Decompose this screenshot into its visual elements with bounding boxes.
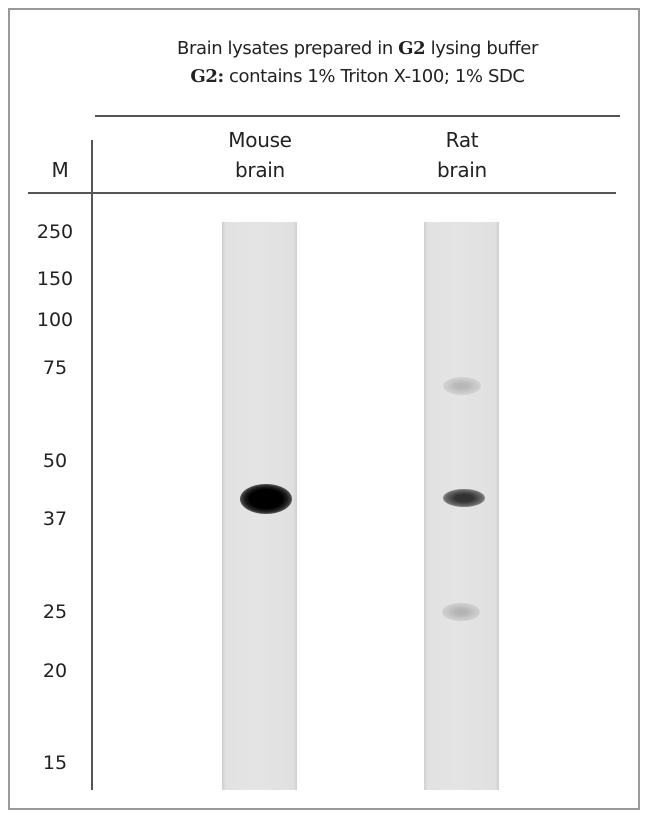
- marker-label: 15: [42, 752, 68, 774]
- band-mouse-42kda: [240, 484, 292, 514]
- band-rat-68kda: [443, 377, 481, 395]
- marker-label: 150: [36, 268, 74, 290]
- title-divider: [95, 115, 620, 117]
- marker-label: 100: [36, 309, 74, 331]
- lane-label-mouse: Mouse brain: [228, 128, 292, 182]
- marker-label: 20: [42, 660, 68, 682]
- marker-label: 75: [42, 357, 68, 379]
- marker-label: 25: [42, 601, 68, 623]
- band-rat-42kda: [443, 489, 485, 507]
- marker-label: 37: [42, 508, 68, 530]
- marker-label: 250: [36, 221, 74, 243]
- marker-label: 50: [42, 450, 68, 472]
- band-rat-25kda: [442, 603, 480, 621]
- figure-title-line1: Brain lysates prepared in G2 lysing buff…: [177, 38, 538, 59]
- figure-frame: [8, 8, 640, 810]
- marker-divider: [91, 140, 93, 790]
- marker-header: M: [51, 158, 69, 182]
- figure-title-line2: G2: contains 1% Triton X-100; 1% SDC: [190, 66, 525, 87]
- header-divider: [28, 192, 616, 194]
- lane-label-rat: Rat brain: [437, 128, 487, 182]
